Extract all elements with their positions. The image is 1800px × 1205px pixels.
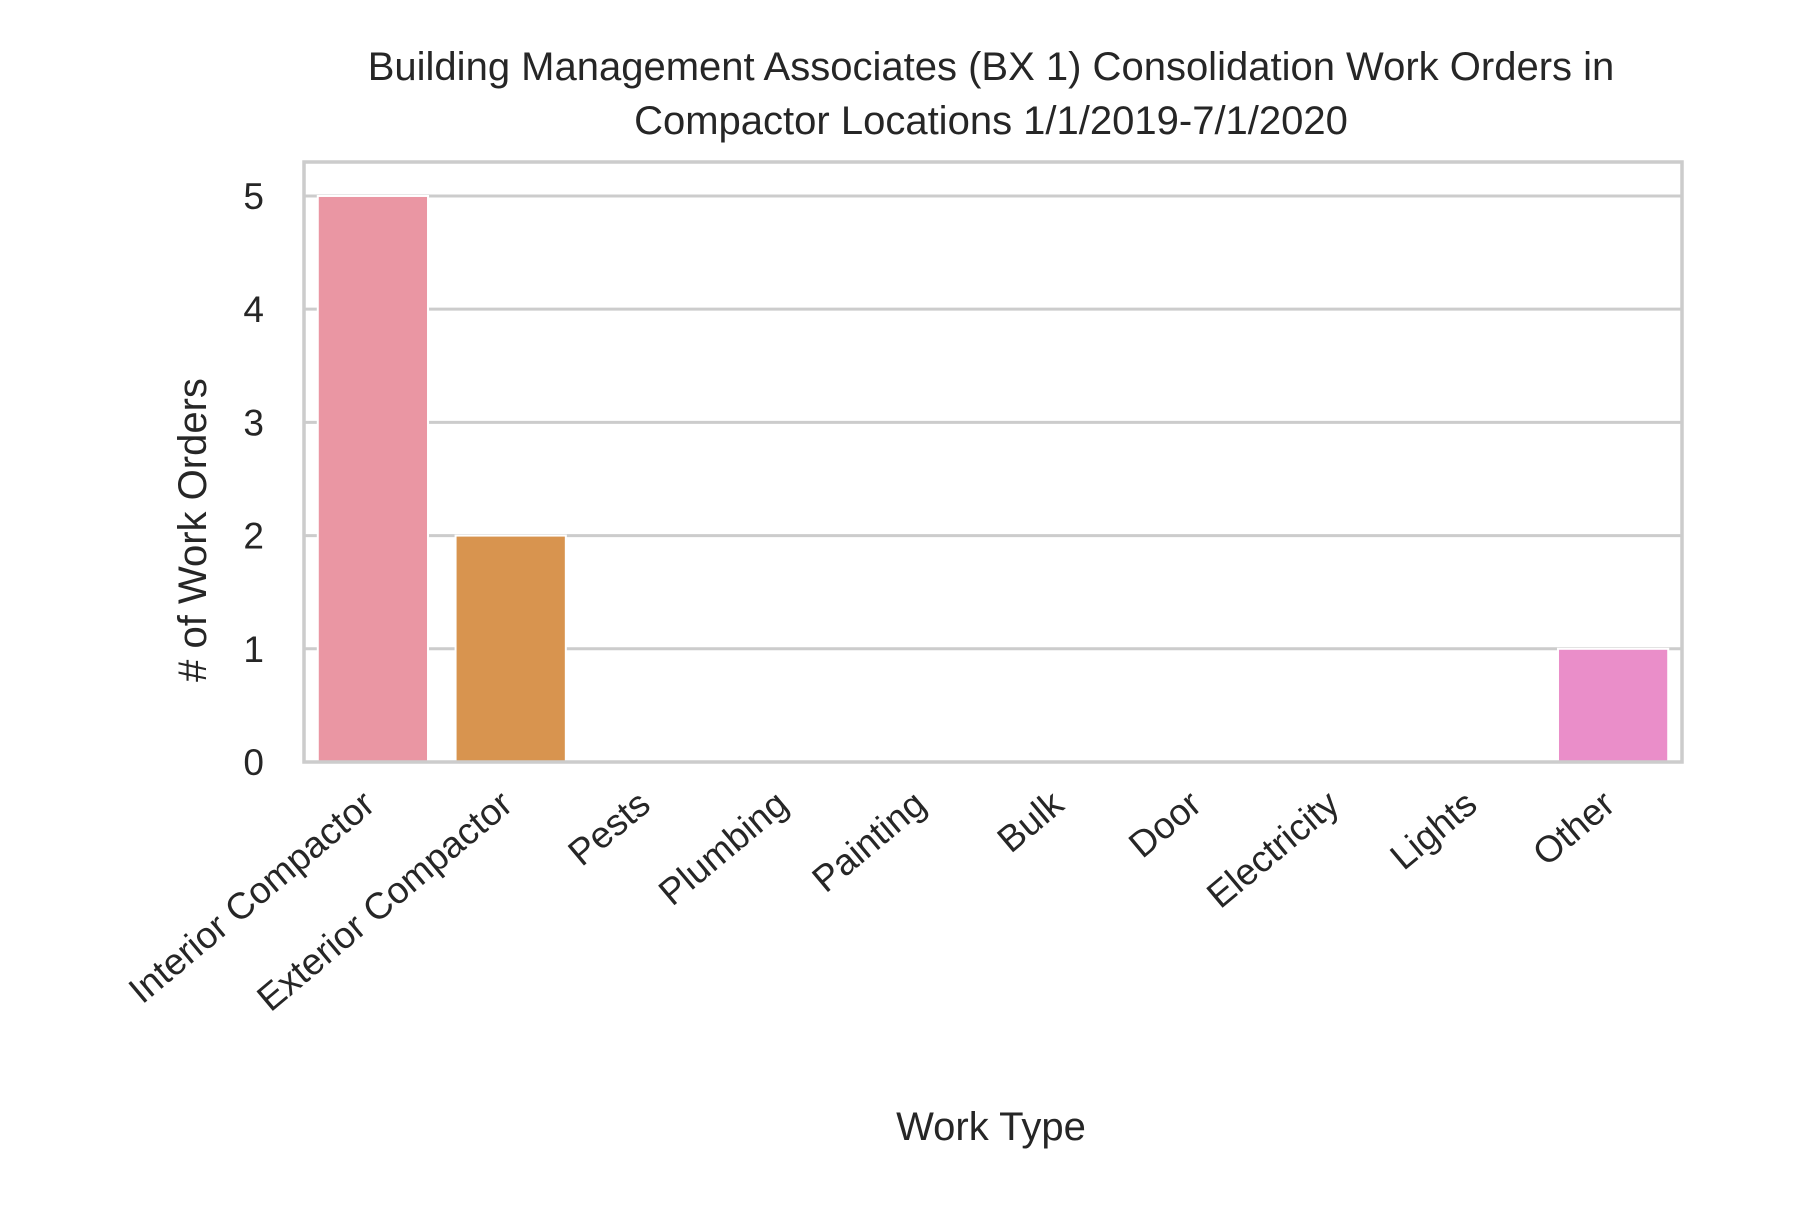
x-tick-label: Pests [560,783,657,874]
x-tick-label: Bulk [990,782,1072,860]
x-tick-label: Other [1525,783,1622,874]
bar-other [1556,647,1670,764]
x-tick-label: Interior Compactor [121,783,382,1011]
x-tick-label: Painting [804,783,933,900]
plot-frame [302,160,1684,764]
axes-frame [302,160,1684,764]
x-tick-label: Exterior Compactor [249,783,520,1019]
y-tick-label: 5 [243,176,264,217]
bar-interior-compactor [316,194,430,763]
chart-title: Building Management Associates (BX 1) Co… [368,45,1615,143]
bar-exterior-compactor [454,534,567,763]
x-tick-label: Plumbing [651,783,796,914]
x-tick-label: Door [1121,783,1209,866]
y-tick-label: 1 [243,629,264,670]
x-tick-label: Electricity [1199,782,1347,915]
y-tick-labels: 0 1 2 3 4 5 [243,176,264,783]
x-axis-label: Work Type [896,1105,1086,1149]
y-tick-label: 3 [243,402,264,443]
y-axis-label: # of Work Orders [171,378,215,682]
chart-title-line-2: Compactor Locations 1/1/2019-7/1/2020 [634,99,1348,143]
x-tick-label: Lights [1382,783,1484,878]
bars [316,194,1670,764]
y-tick-label: 0 [243,742,264,783]
y-tick-label: 4 [243,289,264,330]
chart-title-line-1: Building Management Associates (BX 1) Co… [368,45,1615,89]
y-tick-label: 2 [243,516,264,557]
